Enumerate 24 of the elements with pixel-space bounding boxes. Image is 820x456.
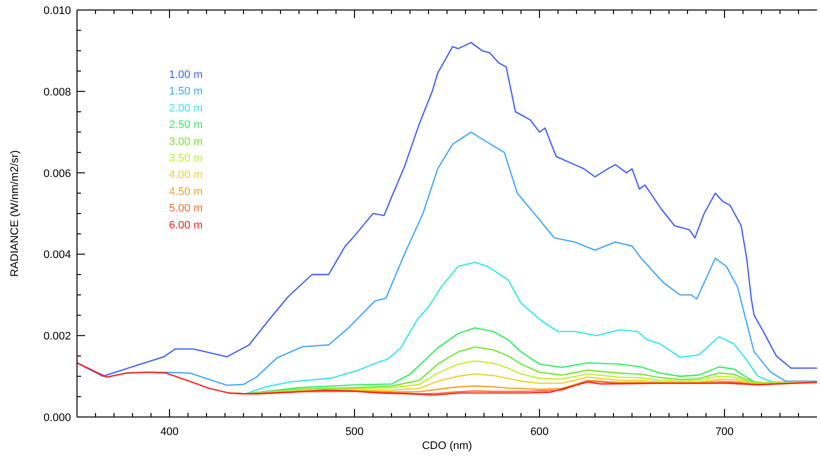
x-tick-label: 400 [160,426,179,438]
text: 3.50 m [169,152,203,164]
text: 1.00 m [169,69,203,81]
x-axis-title: CDO (nm) [422,440,472,452]
y-tick-label: 0.010 [43,5,71,17]
text: 5.00 m [169,202,203,215]
text: 4.00 m [169,169,203,182]
text: 1.50 m [169,86,203,98]
y-tick-label: 0.008 [43,86,71,98]
text: 2.00 m [169,102,203,114]
y-tick-label: 0.002 [43,330,71,343]
y-tick-label: 0.006 [43,168,71,180]
y-tick-label: 0.004 [43,249,71,262]
y-tick-label: 0.000 [43,412,71,424]
line-series [77,362,817,396]
text: 3.00 m [169,136,203,148]
text: 2.50 m [169,119,203,132]
x-tick-label: 500 [345,426,364,438]
text: 6.00 m [169,219,203,232]
y-axis-title: RADIANCE (W/nm/m2/sr) [9,150,21,277]
line-series [77,42,817,377]
x-tick-label: 600 [530,426,549,438]
x-tick-label: 700 [715,426,734,438]
text: 4.50 m [169,186,203,198]
